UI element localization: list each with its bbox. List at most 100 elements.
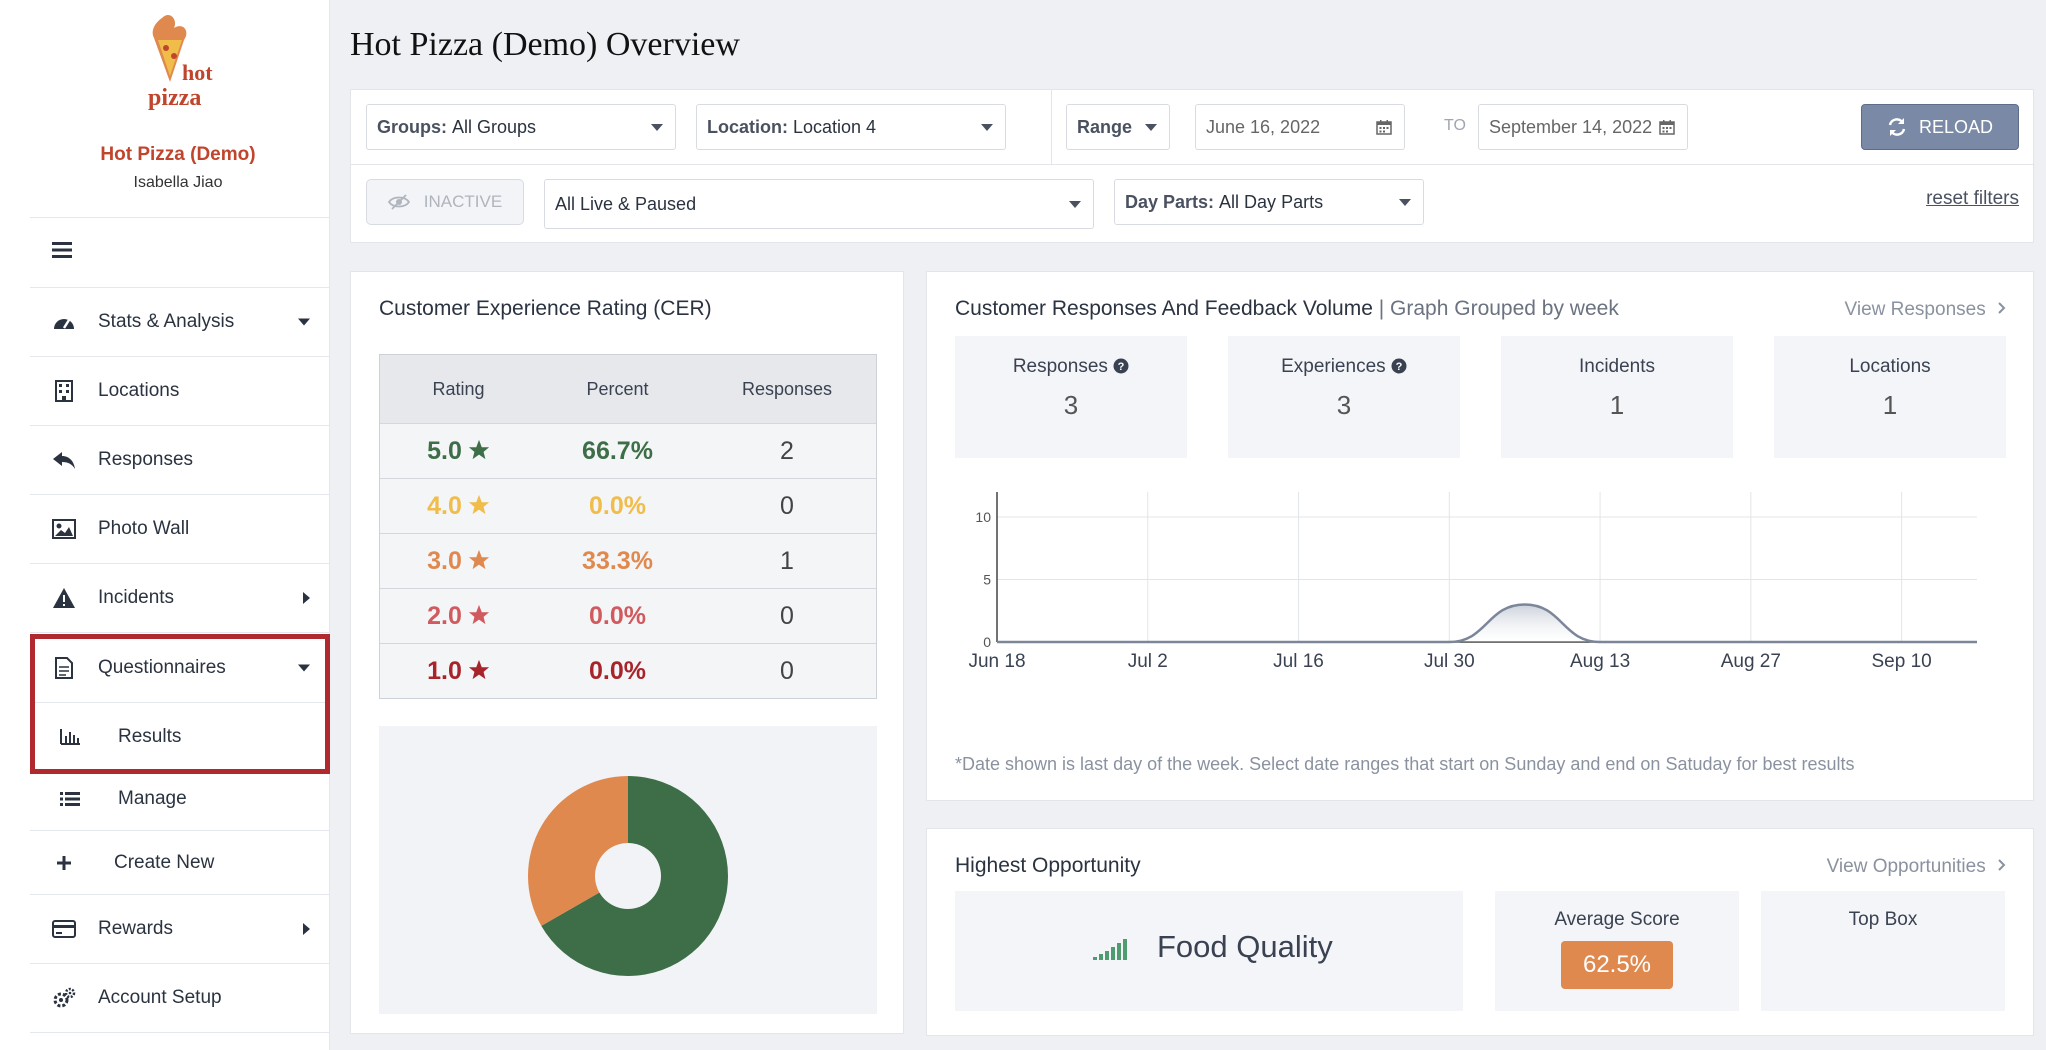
caret-down-icon (981, 124, 993, 131)
chart-footnote: *Date shown is last day of the week. Sel… (955, 754, 1855, 774)
stat-value: 3 (1063, 390, 1079, 420)
inactive-toggle-button[interactable]: INACTIVE (366, 179, 524, 225)
y-tick-label: 0 (983, 634, 991, 650)
pie-slice (528, 776, 628, 926)
volume-subtitle: | Graph Grouped by week (1378, 297, 1619, 320)
end-date-input[interactable]: September 14, 2022 (1478, 104, 1688, 150)
stat-label-text: Responses (1012, 356, 1108, 377)
view-responses-link[interactable]: View Responses (1845, 299, 2007, 321)
volume-title: Customer Responses And Feedback Volume (955, 297, 1373, 320)
rating-cell: 5.0 (380, 437, 537, 466)
column-header: Responses (741, 378, 833, 399)
x-tick-label: Sep 10 (1871, 651, 1931, 672)
stat-value: 1 (1609, 390, 1625, 420)
chevron-right-icon (303, 592, 310, 604)
x-tick-label: Jul 16 (1273, 651, 1324, 672)
start-date-input[interactable]: June 16, 2022 (1195, 104, 1405, 150)
cer-card-title: Customer Experience Rating (CER) (379, 297, 712, 320)
x-tick-label: Aug 27 (1721, 651, 1781, 672)
building-icon (50, 379, 78, 403)
rating-cell: 3.0 (380, 547, 537, 576)
chevron-right-icon (303, 923, 310, 935)
sidebar-item-incidents[interactable]: Incidents (30, 564, 330, 633)
sidebar-item-photo-wall[interactable]: Photo Wall (30, 495, 330, 564)
warning-icon (50, 586, 78, 610)
highlight-annotation (30, 634, 330, 774)
opportunity-item-box: Food Quality (955, 891, 1463, 1011)
view-opportunities-link[interactable]: View Opportunities (1827, 856, 2007, 878)
brand-name: Hot Pizza (Demo) (100, 144, 256, 165)
sidebar-item-rewards[interactable]: Rewards (30, 895, 330, 964)
chevron-down-icon (298, 318, 310, 326)
top-box-label: Top Box (1848, 909, 1918, 930)
sidebar-item-account-setup[interactable]: Account Setup (30, 964, 330, 1033)
sidebar-item-create-new[interactable]: Create New (30, 831, 330, 895)
caret-down-icon (1399, 199, 1411, 206)
percent-cell: 0.0% (589, 601, 646, 630)
dayparts-select-value: All Day Parts (1219, 191, 1324, 212)
percent-cell: 33.3% (582, 546, 653, 575)
responses-cell: 0 (780, 656, 794, 685)
groups-select-value: All Groups (452, 116, 537, 137)
bar-chart-icon (56, 725, 84, 749)
sidebar-item-questionnaires[interactable]: Questionnaires (30, 634, 330, 703)
stat-locations: Locations 1 (1774, 336, 2006, 458)
average-score-label: Average Score (1554, 909, 1680, 930)
rating-cell: 2.0 (380, 602, 537, 631)
percent-cell: 0.0% (589, 656, 646, 685)
stat-label: Responses ? (955, 356, 1187, 378)
help-icon[interactable]: ? (1391, 358, 1407, 374)
star-icon (468, 494, 489, 514)
sidebar-item-label: Questionnaires (98, 657, 226, 678)
cer-pie-chart (528, 776, 728, 976)
sidebar-item-label: Rewards (98, 918, 173, 939)
stat-incidents: Incidents 1 (1501, 336, 1733, 458)
reset-filters-link[interactable]: reset filters (1926, 188, 2019, 209)
stat-label: Locations (1849, 356, 1931, 377)
volume-area-chart: 0 5 10 Jun 18 Jul 2 Jul 16 Jul 30 Aug 13 Aug 27 S… (968, 492, 1977, 672)
status-select[interactable]: All Live & Paused (544, 179, 1094, 229)
sidebar-item-label: Account Setup (98, 987, 222, 1008)
sidebar-item-stats-analysis[interactable]: Stats & Analysis (30, 288, 330, 357)
stat-value: 1 (1882, 390, 1898, 420)
star-icon (468, 439, 489, 459)
svg-text:?: ? (1396, 361, 1403, 373)
table-row: 1.0 0.0% 0 (380, 643, 876, 698)
sidebar-item-manage[interactable]: Manage (30, 767, 330, 831)
volume-card: Customer Responses And Feedback Volume |… (926, 271, 2034, 801)
x-tick-label: Aug 13 (1570, 651, 1630, 672)
sidebar-item-responses[interactable]: Responses (30, 426, 330, 495)
dayparts-select-label: Day Parts: (1125, 191, 1215, 212)
view-opportunities-label: View Opportunities (1826, 856, 1986, 877)
column-header: Rating (432, 378, 485, 399)
chevron-down-icon (298, 664, 310, 672)
reply-icon (50, 448, 78, 472)
rating-value: 5.0 (427, 436, 462, 465)
groups-select[interactable]: Groups: All Groups (366, 104, 676, 150)
status-select-value: All Live & Paused (555, 193, 697, 214)
sidebar: hot pizza Hot Pizza (Demo) Isabella Jiao… (0, 0, 330, 1050)
credit-card-icon (50, 917, 78, 941)
plus-icon (50, 851, 78, 875)
cer-table-header: Rating Percent Responses (380, 355, 876, 423)
sidebar-item-label: Responses (98, 449, 194, 470)
help-icon[interactable]: ? (1113, 358, 1129, 374)
range-select[interactable]: Range (1066, 104, 1170, 150)
percent-cell: 66.7% (582, 436, 653, 465)
rating-cell: 4.0 (380, 492, 537, 521)
column-header: Percent (586, 378, 649, 399)
groups-select-label: Groups: (377, 116, 447, 137)
sidebar-item-locations[interactable]: Locations (30, 357, 330, 426)
stat-label-text: Experiences (1281, 356, 1386, 377)
reload-button[interactable]: RELOAD (1861, 104, 2019, 150)
calendar-icon (1659, 120, 1675, 135)
image-icon (50, 517, 78, 541)
menu-toggle-icon[interactable] (50, 240, 74, 260)
caret-down-icon (1069, 201, 1081, 208)
location-select[interactable]: Location: Location 4 (696, 104, 1006, 150)
caret-down-icon (1145, 124, 1157, 131)
stat-experiences: Experiences ? 3 (1228, 336, 1460, 458)
dayparts-select[interactable]: Day Parts: All Day Parts (1114, 179, 1424, 225)
top-box-box: Top Box (1761, 891, 2005, 1011)
view-responses-label: View Responses (1844, 299, 1986, 320)
